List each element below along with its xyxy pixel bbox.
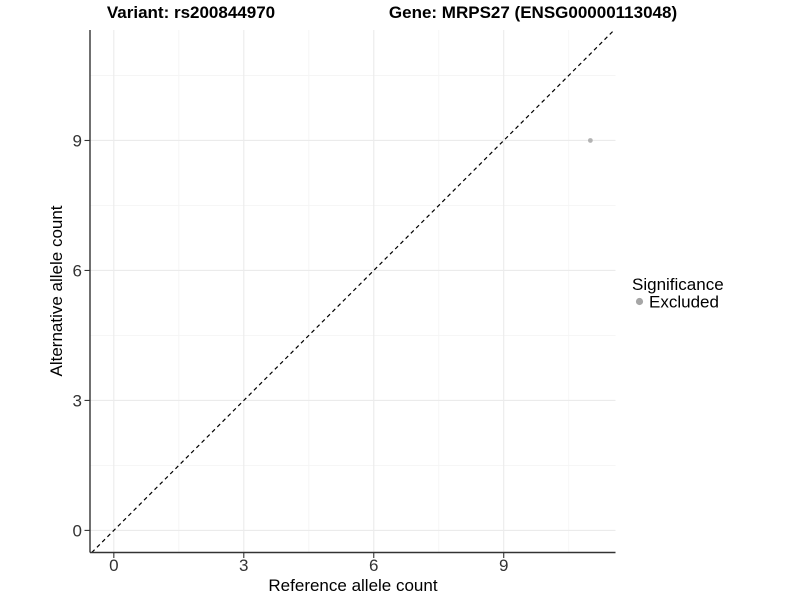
x-tick-label: 6 <box>369 556 378 575</box>
identity-reference-line <box>91 29 615 553</box>
plot-panel <box>90 30 616 553</box>
axis-lines <box>89 30 616 554</box>
plot-title-gene: Gene: MRPS27 (ENSG00000113048) <box>389 3 677 22</box>
data-point <box>587 138 593 143</box>
y-axis-title: Alternative allele count <box>47 205 66 376</box>
data-points <box>587 138 593 143</box>
x-tick-label: 0 <box>109 556 118 575</box>
y-tick-label: 6 <box>73 261 82 280</box>
y-tick-label: 3 <box>73 391 82 410</box>
y-tick-label: 0 <box>73 521 82 540</box>
identity-line <box>91 29 615 553</box>
y-tick-label: 9 <box>73 131 82 150</box>
plot-title-variant: Variant: rs200844970 <box>107 3 275 22</box>
legend-key-excluded-dot <box>635 297 644 306</box>
x-tick-label: 3 <box>239 556 248 575</box>
axis-ticks: 0 3 6 9 0 3 6 9 <box>73 131 509 575</box>
legend: Significance Excluded <box>632 275 724 312</box>
x-axis-title: Reference allele count <box>268 576 437 595</box>
x-tick-label: 9 <box>499 556 508 575</box>
legend-item-excluded-label: Excluded <box>649 293 719 312</box>
gridlines <box>90 30 616 553</box>
legend-title: Significance <box>632 275 724 294</box>
